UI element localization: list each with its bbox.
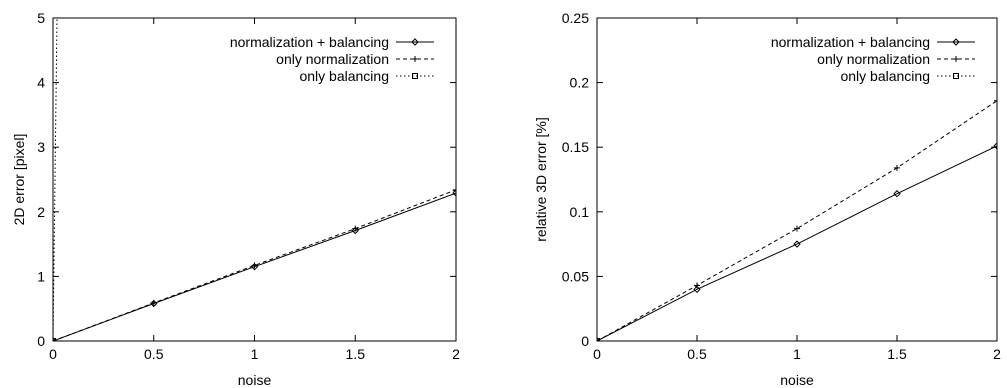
legend-label-2: only normalization bbox=[276, 51, 389, 67]
legend-marker-2 bbox=[412, 56, 418, 62]
data-point-series-1 bbox=[993, 142, 997, 150]
y-tick-label: 0 bbox=[581, 333, 589, 349]
x-tick-label: 1.5 bbox=[346, 346, 366, 362]
data-point-series-2 bbox=[453, 186, 456, 193]
series-line-1 bbox=[597, 145, 997, 341]
plot-area bbox=[53, 18, 456, 341]
x-axis-label: noise bbox=[238, 372, 272, 388]
legend-label-3: only balancing bbox=[840, 68, 930, 84]
y-tick-label: 0.15 bbox=[562, 139, 589, 155]
legend-marker-1 bbox=[952, 38, 960, 46]
y-tick-label: 3 bbox=[37, 139, 45, 155]
data-point-series-1 bbox=[893, 190, 901, 198]
data-point-series-2 bbox=[994, 97, 997, 104]
y-tick-label: 4 bbox=[37, 75, 45, 91]
data-point-series-2 bbox=[352, 225, 359, 232]
x-tick-label: 1 bbox=[793, 346, 801, 362]
x-tick-label: 2 bbox=[993, 346, 1001, 362]
x-tick-label: 0.5 bbox=[687, 346, 707, 362]
data-point-series-1 bbox=[351, 226, 359, 235]
legend-marker-1 bbox=[411, 38, 419, 46]
y-axis-label: relative 3D error [%] bbox=[533, 117, 549, 241]
y-tick-label: 5 bbox=[37, 10, 45, 26]
data-point-series-1 bbox=[452, 189, 456, 197]
x-tick-label: 0 bbox=[49, 346, 57, 362]
x-tick-label: 0 bbox=[593, 346, 601, 362]
series-line-2 bbox=[597, 100, 997, 341]
plot-area bbox=[597, 97, 997, 341]
y-tick-label: 0.25 bbox=[562, 10, 589, 26]
x-tick-label: 1.5 bbox=[887, 346, 907, 362]
data-point-series-1 bbox=[693, 285, 701, 294]
data-point-series-1 bbox=[793, 240, 801, 248]
legend-marker-3 bbox=[412, 73, 418, 79]
legend-label-1: normalization + balancing bbox=[230, 34, 389, 50]
chart-2: 0 0.5 1 1.5 2 0 0.05 0.1 0.15 0.2 0.25 noise relativ… bbox=[533, 10, 1001, 388]
x-tick-label: 2 bbox=[452, 346, 460, 362]
data-point-series-2 bbox=[894, 164, 900, 171]
data-point-series-2 bbox=[694, 282, 700, 289]
y-tick-label: 2 bbox=[37, 204, 45, 220]
y-tick-label: 0.2 bbox=[570, 75, 590, 91]
data-point-series-2 bbox=[794, 225, 800, 232]
y-tick-label: 1 bbox=[37, 268, 45, 284]
data-point-series-2 bbox=[150, 299, 157, 306]
y-axis-label: 2D error [pixel] bbox=[11, 134, 27, 226]
x-tick-label: 1 bbox=[251, 346, 259, 362]
series-line-2 bbox=[53, 189, 456, 341]
legend-label-3: only balancing bbox=[299, 68, 389, 84]
legend-marker-3 bbox=[953, 73, 959, 79]
plot-frame bbox=[596, 17, 998, 342]
plot-frame bbox=[52, 17, 457, 342]
y-tick-label: 0 bbox=[37, 333, 45, 349]
data-point-series-2 bbox=[251, 262, 258, 269]
series-line-3 bbox=[53, 18, 58, 341]
chart-1: 0 0.5 1 1.5 2 0 1 2 3 4 5 noise 2D error [pixel] norm… bbox=[11, 10, 460, 388]
y-tick-label: 0.1 bbox=[570, 204, 590, 220]
legend-label-1: normalization + balancing bbox=[771, 34, 930, 50]
y-tick-label: 0.05 bbox=[562, 268, 589, 284]
legend-label-2: only normalization bbox=[817, 51, 930, 67]
legend-marker-2 bbox=[953, 56, 959, 62]
x-tick-label: 0.5 bbox=[144, 346, 164, 362]
x-axis-label: noise bbox=[780, 372, 814, 388]
